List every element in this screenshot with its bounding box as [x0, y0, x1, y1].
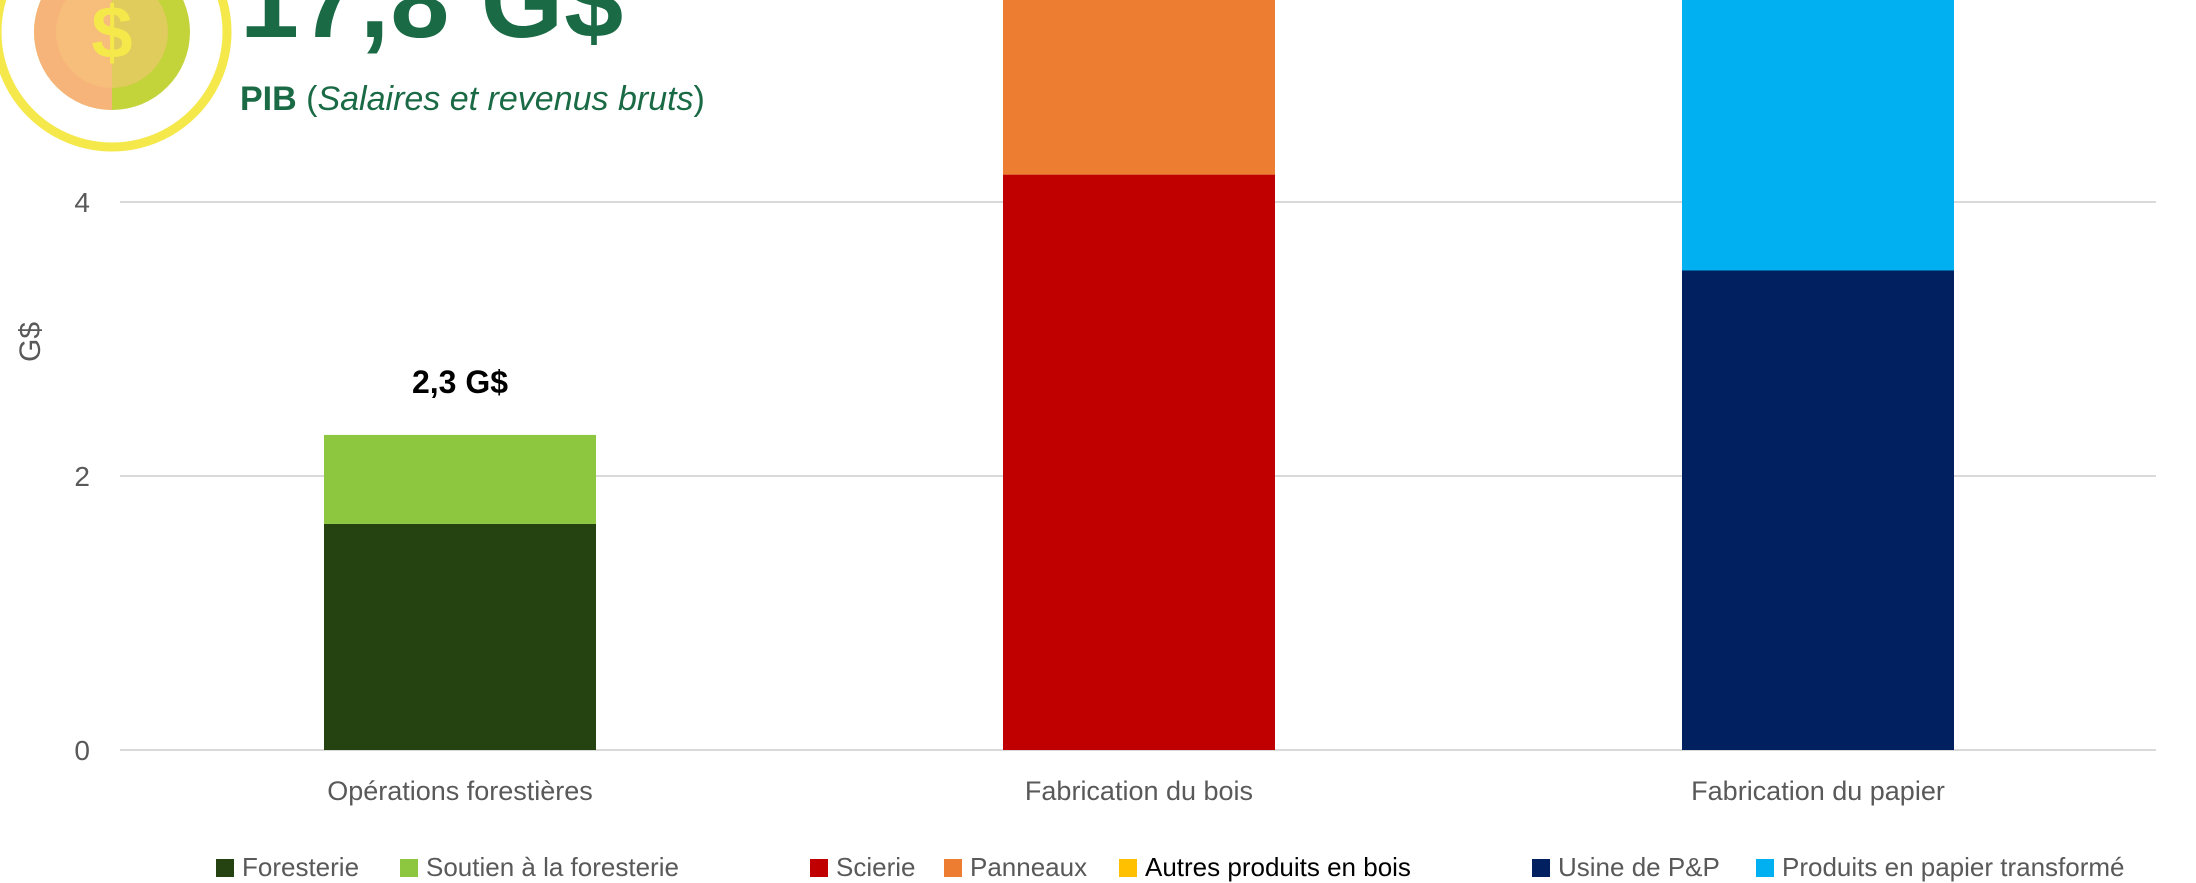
bar-total-label: 2,3 G$ — [412, 364, 508, 400]
legend-item: Usine de P&P — [1532, 852, 1720, 883]
legend-label: Foresterie — [242, 852, 360, 882]
headline-total: 17,8 G$ — [240, 0, 625, 60]
legend-swatch — [216, 858, 234, 877]
y-axis-label: G$ — [14, 322, 47, 362]
y-tick-label: 0 — [74, 735, 90, 766]
legend-item: Panneaux — [944, 852, 1087, 883]
bar-segment — [1682, 0, 1954, 271]
legend-swatch — [1532, 858, 1550, 877]
bar-segment — [1682, 270, 1954, 750]
legend-item: Scierie — [810, 852, 915, 883]
y-tick-label: 4 — [74, 187, 90, 218]
legend-label: Panneaux — [970, 852, 1088, 882]
legend-item: Autres produits en bois — [1119, 852, 1411, 883]
x-category-label: Fabrication du bois — [1025, 776, 1253, 806]
bar-segment — [1003, 0, 1275, 175]
legend-label: Produits en papier transformé — [1782, 852, 2125, 882]
legend-item: Produits en papier transformé — [1756, 852, 2125, 883]
legend-label: Scierie — [836, 852, 916, 882]
x-category-label: Fabrication du papier — [1691, 776, 1945, 806]
subtitle-paren-close: ) — [693, 80, 705, 118]
legend-swatch — [944, 858, 962, 877]
bar-segment — [1003, 174, 1275, 751]
svg-text:$: $ — [91, 0, 132, 74]
bar-segment — [324, 523, 596, 750]
y-tick-label: 2 — [74, 461, 90, 492]
legend-swatch — [810, 858, 828, 877]
legend-item: Foresterie — [216, 852, 359, 883]
legend-swatch — [1756, 858, 1774, 877]
legend-label: Soutien à la foresterie — [426, 852, 679, 882]
subtitle: PIB (Salaires et revenus bruts) — [240, 80, 705, 119]
legend-swatch — [400, 858, 418, 877]
subtitle-bold: PIB — [240, 80, 297, 118]
legend-item: Soutien à la foresterie — [400, 852, 679, 883]
x-category-label: Opérations forestières — [327, 776, 593, 806]
legend-label: Usine de P&P — [1558, 852, 1720, 882]
legend-swatch — [1119, 858, 1137, 877]
legend: Foresterie Soutien à la foresterie Scierie… — [0, 852, 2196, 882]
dollar-coin-icon: $ — [0, 0, 232, 152]
legend-label: Autres produits en bois — [1145, 852, 1411, 882]
bar-segment — [324, 434, 596, 524]
subtitle-paren-open: ( — [296, 80, 318, 118]
subtitle-italic: Salaires et revenus bruts — [317, 80, 694, 118]
